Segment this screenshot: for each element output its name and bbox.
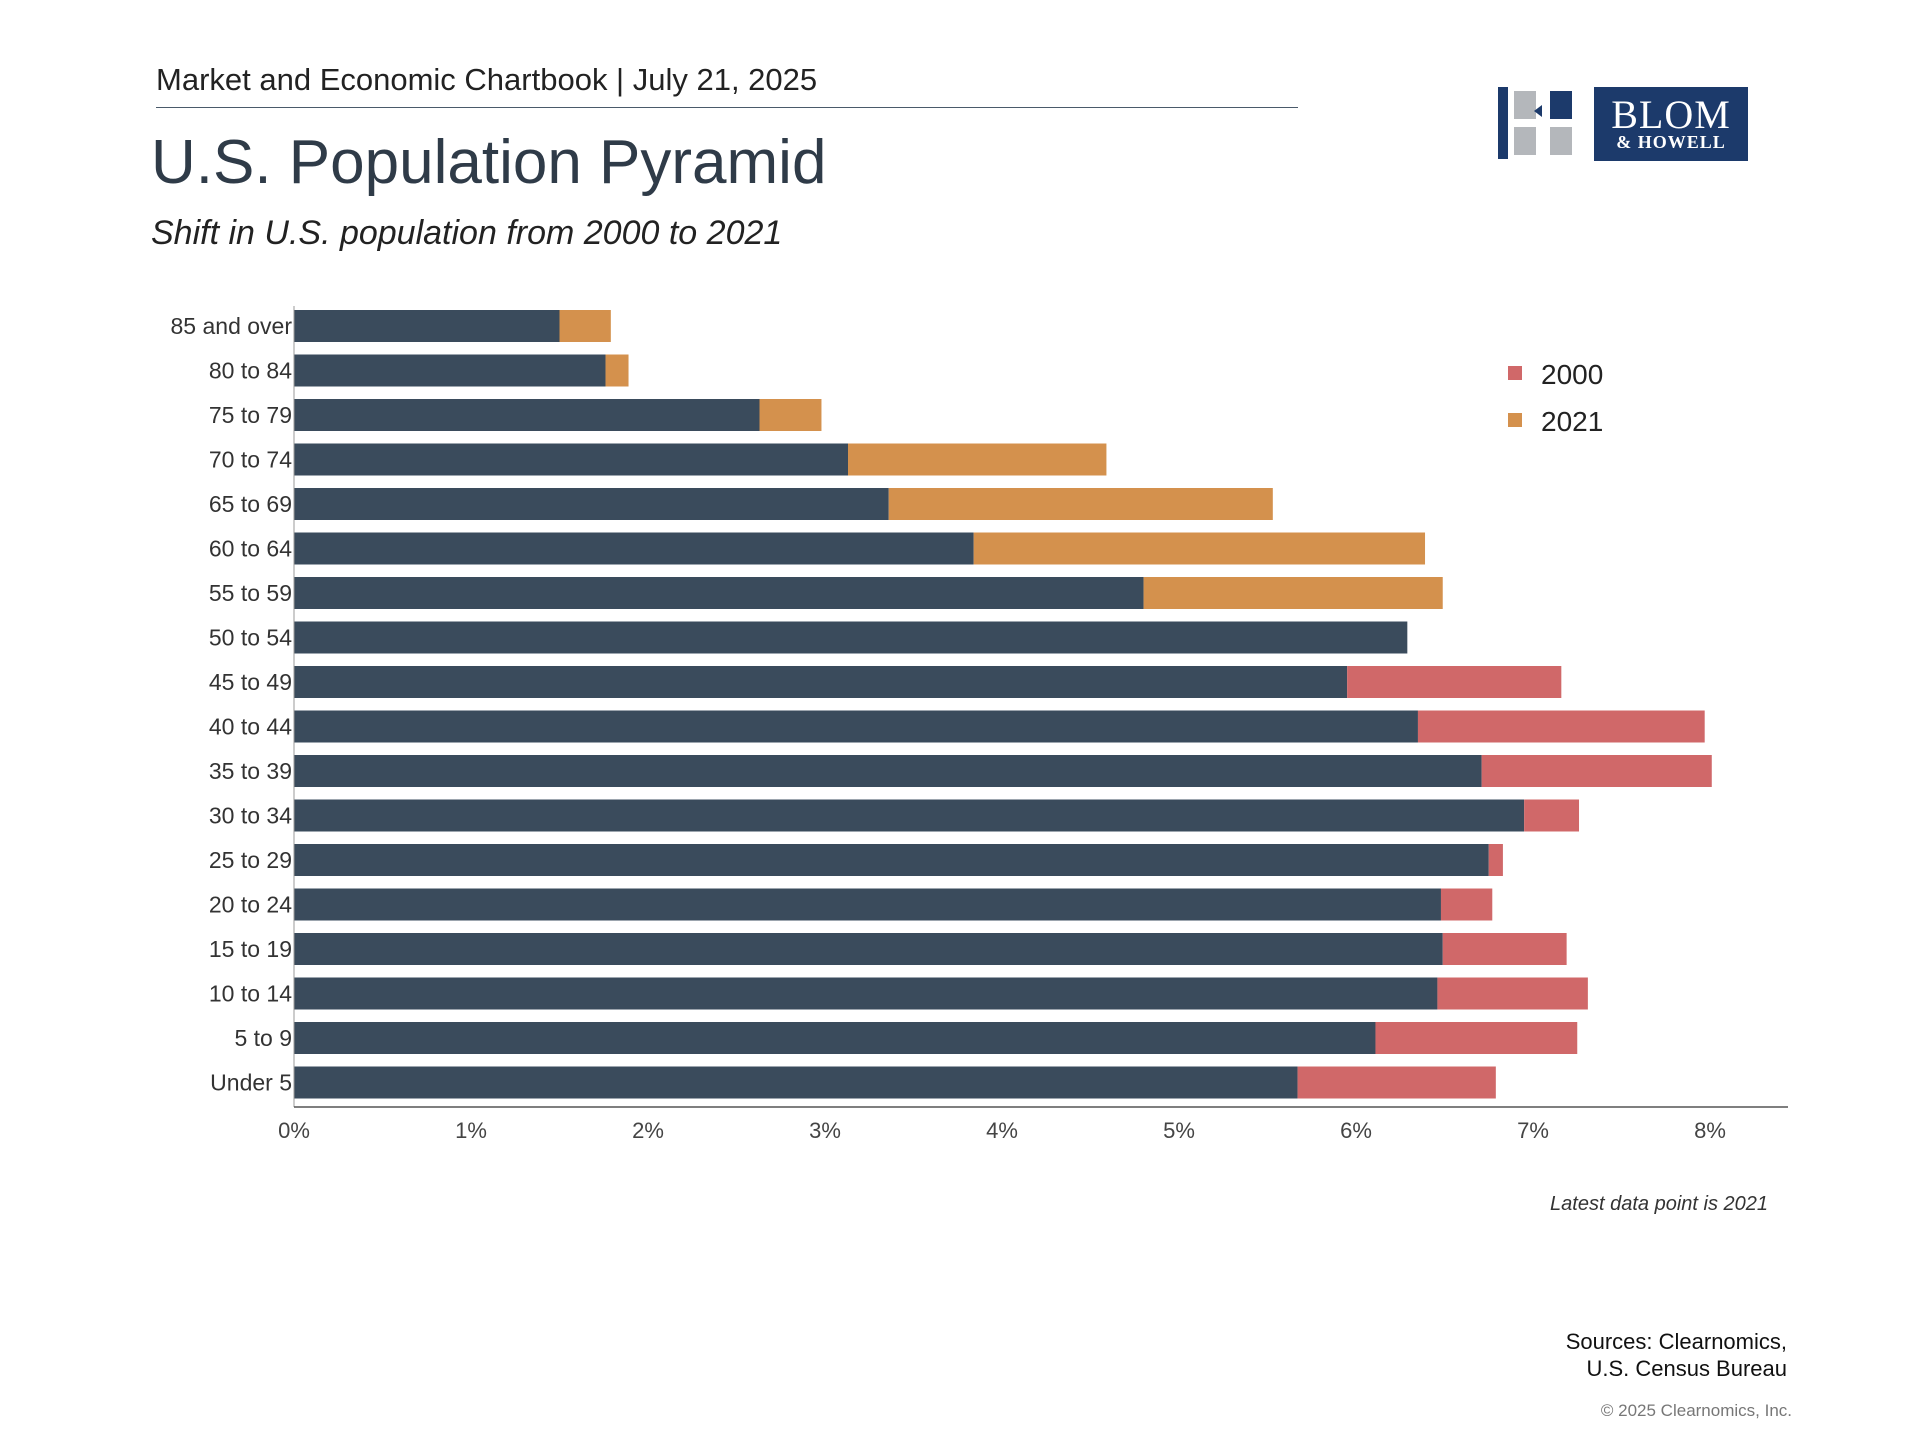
bar-2000-excess (1347, 666, 1562, 698)
bar-2000-excess (1440, 888, 1493, 921)
bars-group (293, 306, 1712, 1107)
bar-base (294, 844, 1489, 876)
category-label: 25 to 29 (209, 847, 292, 873)
category-label: 65 to 69 (209, 491, 292, 517)
bar-base (294, 977, 1438, 1010)
category-label: 5 to 9 (234, 1025, 292, 1051)
x-tick-label: 8% (1694, 1118, 1726, 1143)
bar-2021-excess (559, 310, 611, 342)
chart-title: U.S. Population Pyramid (151, 128, 827, 197)
copyright: © 2025 Clearnomics, Inc. (1600, 1401, 1792, 1420)
sources: Sources: Clearnomics, U.S. Census Bureau (1566, 1328, 1787, 1382)
bar-2021-excess (973, 532, 1426, 565)
x-tick-label: 3% (809, 1118, 841, 1143)
x-tick-labels: 0% 1% 2% 3% 4% 5% 6% 7% 8% (278, 1118, 1726, 1143)
bar-base (294, 399, 760, 431)
category-label: 80 to 84 (209, 358, 292, 384)
bar-2000-excess (1481, 755, 1712, 787)
bar-2000-excess (1437, 977, 1588, 1010)
bar-base (294, 933, 1443, 965)
bar-2021-excess (848, 443, 1107, 476)
legend: 2000 2021 (1508, 359, 1603, 437)
category-label: 10 to 14 (209, 981, 292, 1007)
x-tick-label: 6% (1340, 1118, 1372, 1143)
blom-howell-logo: BLOM & HOWELL (1498, 87, 1752, 161)
sources-line-1: Sources: Clearnomics, (1565, 1329, 1787, 1354)
bar-2000-excess (1417, 710, 1705, 743)
bar-2021-excess (759, 399, 822, 431)
legend-label-2021: 2021 (1541, 406, 1603, 437)
bar-base (294, 1066, 1298, 1099)
x-tick-label: 7% (1517, 1118, 1549, 1143)
bar-base (294, 888, 1441, 921)
bar-base (294, 666, 1348, 698)
bar-base (294, 799, 1525, 832)
bar-2021-excess (1143, 577, 1443, 609)
bar-2000-excess (1442, 933, 1567, 965)
header-divider (156, 107, 1298, 108)
bar-base (294, 354, 606, 387)
category-label: Under 5 (210, 1070, 292, 1096)
data-note: Latest data point is 2021 (1550, 1193, 1768, 1215)
bar-base (294, 310, 560, 342)
bar-base (294, 488, 889, 520)
bar-base (294, 710, 1418, 743)
category-label: 45 to 49 (209, 669, 292, 695)
category-label: 60 to 64 (209, 536, 292, 562)
category-label: 20 to 24 (209, 892, 292, 918)
legend-swatch-2021 (1508, 413, 1522, 427)
logo-wordmark: BLOM & HOWELL (1594, 87, 1748, 161)
bar-base (294, 621, 1408, 654)
category-label: 35 to 39 (209, 758, 292, 784)
bar-2000-excess (1488, 844, 1503, 876)
bar-2000-excess (1375, 1022, 1578, 1054)
logo-word-blom: BLOM (1611, 92, 1731, 137)
bar-2021-excess (888, 488, 1273, 520)
logo-word-howell: & HOWELL (1616, 132, 1726, 152)
bar-base (294, 443, 849, 476)
chart-subtitle: Shift in U.S. population from 2000 to 20… (151, 214, 783, 252)
category-label: 85 and over (171, 313, 293, 339)
bar-base (294, 532, 974, 565)
category-label: 55 to 59 (209, 580, 292, 606)
category-label: 30 to 34 (209, 803, 292, 829)
logo-mark-icon (1498, 87, 1572, 159)
bar-base (294, 577, 1144, 609)
category-label: 40 to 44 (209, 714, 292, 740)
bar-base (294, 755, 1482, 787)
x-tick-label: 0% (278, 1118, 310, 1143)
bar-2000-excess (1297, 1066, 1496, 1099)
x-tick-label: 5% (1163, 1118, 1195, 1143)
legend-label-2000: 2000 (1541, 359, 1603, 390)
category-label: 15 to 19 (209, 936, 292, 962)
publication-header: Market and Economic Chartbook | July 21,… (156, 62, 818, 97)
category-label: 70 to 74 (209, 447, 292, 473)
bar-2021-excess (605, 354, 629, 387)
x-tick-label: 2% (632, 1118, 664, 1143)
category-label: 50 to 54 (209, 625, 292, 651)
legend-swatch-2000 (1508, 366, 1522, 380)
sources-line-2: U.S. Census Bureau (1586, 1356, 1787, 1381)
x-tick-label: 4% (986, 1118, 1018, 1143)
category-label: 75 to 79 (209, 402, 292, 428)
category-labels: 85 and over 80 to 84 75 to 79 70 to 74 65 to… (171, 313, 293, 1096)
bar-base (294, 1022, 1376, 1054)
bar-2000-excess (1524, 799, 1580, 832)
x-tick-label: 1% (455, 1118, 487, 1143)
